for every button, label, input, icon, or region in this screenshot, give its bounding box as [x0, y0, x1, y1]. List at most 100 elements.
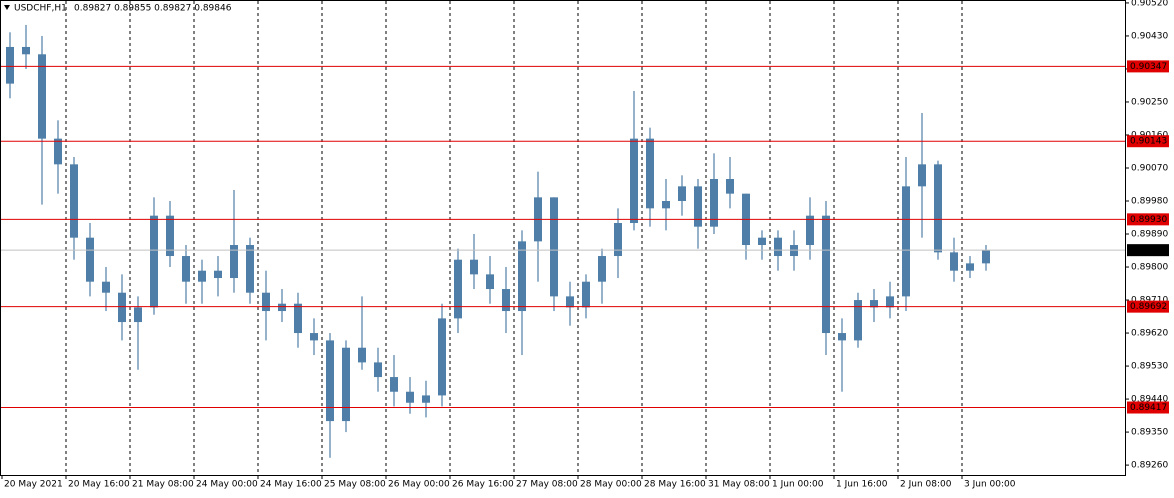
candle-body — [838, 333, 846, 341]
candle-body — [902, 186, 910, 297]
candle-body — [582, 281, 590, 308]
candle-body — [438, 318, 446, 396]
candle-body — [982, 250, 990, 264]
candle-body — [54, 138, 62, 165]
x-tick-label: 3 Jun 00:00 — [964, 480, 1016, 490]
menu-arrow — [4, 5, 10, 10]
candle-body — [950, 252, 958, 271]
candle-body — [806, 215, 814, 246]
y-tick-label: 0.89260 — [1131, 461, 1168, 471]
x-tick-label: 26 May 00:00 — [388, 480, 450, 490]
candle-body — [358, 347, 366, 363]
candle-body — [70, 164, 78, 238]
candle-body — [934, 164, 942, 253]
level-label: 0.89930 — [1130, 215, 1167, 225]
candle-body — [870, 300, 878, 308]
y-tick-label: 0.90430 — [1131, 31, 1168, 41]
candle-body — [630, 138, 638, 224]
level-label: 0.90347 — [1130, 62, 1167, 72]
level-label-box — [1127, 60, 1169, 73]
y-tick-label: 0.90070 — [1131, 163, 1168, 173]
y-tick-label: 0.89530 — [1131, 362, 1168, 372]
candle-body — [166, 215, 174, 257]
quote: 0.89827 0.89855 0.89827 0.89846 — [74, 4, 232, 14]
x-tick-label: 28 May 16:00 — [644, 480, 706, 490]
candle-body — [214, 270, 222, 279]
x-tick-label: 20 May 16:00 — [68, 480, 130, 490]
candle-body — [198, 270, 206, 282]
candle-body — [614, 223, 622, 257]
candle-body — [966, 263, 974, 271]
x-tick-label: 1 Jun 16:00 — [836, 480, 888, 490]
y-tick-label: 0.89350 — [1131, 428, 1168, 438]
candle-body — [646, 138, 654, 209]
candle-body — [278, 303, 286, 312]
current-price-box — [1127, 244, 1169, 257]
candle-body — [454, 259, 462, 319]
x-tick-label: 2 Jun 08:00 — [900, 480, 952, 490]
candle-body — [550, 197, 558, 297]
level-label: 0.89417 — [1130, 403, 1167, 413]
candle-body — [694, 186, 702, 227]
candle-body — [134, 307, 142, 323]
x-tick-label: 1 Jun 00:00 — [772, 480, 824, 490]
candle-body — [6, 46, 14, 84]
x-tick-label: 21 May 08:00 — [132, 480, 194, 490]
candle-body — [774, 237, 782, 257]
y-tick-label: 0.89710 — [1131, 296, 1168, 306]
candle-body — [518, 241, 526, 312]
level-label-box — [1127, 300, 1169, 313]
x-tick-label: 20 May 2021 — [4, 480, 63, 490]
current-price-label: 0.89846 — [1130, 246, 1167, 256]
x-tick-label: 28 May 00:00 — [580, 480, 642, 490]
candle-body — [22, 46, 30, 55]
y-tick-label: 0.89620 — [1131, 329, 1168, 339]
level-label-box — [1127, 401, 1169, 414]
symbol: USDCHF,H1 — [14, 4, 67, 14]
candle-body — [470, 259, 478, 275]
candle-body — [246, 245, 254, 293]
x-tick-label: 27 May 08:00 — [516, 480, 578, 490]
candle-body — [326, 340, 334, 422]
candle-body — [406, 391, 414, 403]
candle-body — [678, 186, 686, 202]
candle-body — [310, 333, 318, 341]
candle-body — [230, 245, 238, 279]
y-tick-label: 0.89800 — [1131, 263, 1168, 273]
y-tick-label: 0.89440 — [1131, 395, 1168, 405]
x-tick-label: 24 May 16:00 — [260, 480, 322, 490]
y-tick-label: 0.89980 — [1131, 197, 1168, 207]
y-tick-label: 0.89890 — [1131, 230, 1168, 240]
y-tick-label: 0.90520 — [1131, 0, 1168, 8]
candle-body — [486, 274, 494, 290]
candle-body — [118, 292, 126, 323]
candle-body — [502, 289, 510, 312]
candle-body — [598, 256, 606, 282]
candle-body — [918, 164, 926, 187]
candle-body — [662, 201, 670, 209]
candle-body — [38, 54, 46, 139]
candle-body — [294, 303, 302, 334]
x-tick-label: 26 May 16:00 — [452, 480, 514, 490]
x-tick-label: 24 May 00:00 — [196, 480, 258, 490]
level-label: 0.89692 — [1130, 302, 1167, 312]
x-tick-label: 31 May 08:00 — [708, 480, 770, 490]
candle-body — [710, 178, 718, 227]
candle-body — [422, 395, 430, 403]
candle-body — [390, 377, 398, 392]
candle-body — [102, 281, 110, 293]
candle-body — [150, 215, 158, 308]
candle-body — [886, 296, 894, 308]
x-tick-label: 25 May 08:00 — [324, 480, 386, 490]
candle-body — [822, 215, 830, 334]
level-label-box — [1127, 213, 1169, 226]
candle-body — [86, 237, 94, 282]
candle-body — [758, 237, 766, 246]
candle-body — [342, 347, 350, 422]
level-label-box — [1127, 135, 1169, 148]
candle-body — [566, 296, 574, 308]
y-tick-label: 0.90250 — [1131, 97, 1168, 107]
candle-body — [374, 362, 382, 378]
